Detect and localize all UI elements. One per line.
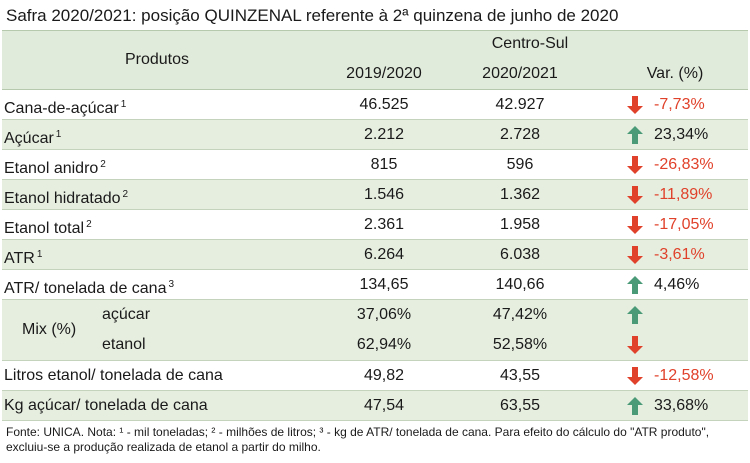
- arrow-down-icon: [627, 156, 643, 174]
- footnote-marker: 1: [120, 99, 127, 110]
- variation-value: -26,83%: [654, 156, 714, 173]
- header-variation: Var. (%): [646, 65, 704, 82]
- variation-value: -3,61%: [654, 246, 705, 263]
- footnote-marker: 3: [168, 279, 175, 290]
- arrow-up-icon: [627, 276, 643, 294]
- safra-table: Produtos Centro-Sul 2019/2020 2020/2021 …: [2, 30, 748, 421]
- table-row: Kg açúcar/ tonelada de cana 47,54 63,55 33,…: [2, 391, 748, 421]
- value-2020-2021: 63,55: [499, 397, 541, 414]
- value-2020-2021: 1.362: [499, 186, 541, 203]
- table-row: Etanol hidratado 2 1.546 1.362 -11,89%: [2, 180, 748, 210]
- arrow-up-icon: [627, 306, 643, 324]
- value-2019-2020: 6.264: [363, 246, 405, 263]
- table-row: ATR 1 6.264 6.038 -3,61%: [2, 240, 748, 270]
- value-2020-2021: 42.927: [495, 96, 545, 113]
- table-header: Produtos Centro-Sul 2019/2020 2020/2021 …: [2, 30, 748, 90]
- value-2019-2020: 47,54: [363, 397, 405, 414]
- mix-label: Mix (%): [22, 321, 77, 338]
- value-2020-2021: 2.728: [499, 126, 541, 143]
- variation-value: 4,46%: [654, 276, 700, 293]
- product-label: Etanol hidratado 2: [4, 189, 129, 207]
- mix-acucar-label: açúcar: [102, 306, 151, 323]
- arrow-down-icon: [627, 336, 643, 354]
- value-2020-2021: 596: [506, 156, 534, 173]
- arrow-down-icon: [627, 186, 643, 204]
- header-produtos: Produtos: [124, 51, 190, 68]
- value-2020-2021: 140,66: [495, 276, 545, 293]
- table-title: Safra 2020/2021: posição QUINZENAL refer…: [6, 6, 619, 25]
- footnote-marker: 2: [86, 219, 92, 230]
- value-2019-2020: 1.546: [363, 186, 405, 203]
- product-label: Litros etanol/ tonelada de cana: [4, 367, 223, 384]
- footnote-marker: 2: [100, 159, 106, 170]
- variation-value: -7,73%: [654, 96, 705, 113]
- arrow-down-icon: [627, 246, 643, 264]
- arrow-down-icon: [627, 216, 643, 234]
- arrow-down-icon: [627, 96, 643, 114]
- mix-etanol-2019: 62,94%: [356, 336, 412, 353]
- rows-group-bottom: Litros etanol/ tonelada de cana 49,82 43,5…: [2, 361, 748, 421]
- footnote: Fonte: UNICA. Nota: ¹ - mil toneladas; ²…: [6, 425, 710, 454]
- mix-row: Mix (%) açúcar 37,06% 47,42% etanol 62,9…: [2, 300, 748, 361]
- variation-value: -11,89%: [654, 186, 713, 203]
- value-2019-2020: 815: [370, 156, 398, 173]
- value-2020-2021: 6.038: [499, 246, 541, 263]
- product-label: Etanol anidro 2: [4, 159, 106, 177]
- product-label: Açúcar 1: [4, 129, 62, 147]
- product-label: ATR/ tonelada de cana 3: [4, 279, 175, 297]
- variation-value: -12,58%: [654, 367, 714, 384]
- table-row: Açúcar 1 2.212 2.728 23,34%: [2, 120, 748, 150]
- product-label: Kg açúcar/ tonelada de cana: [4, 397, 208, 414]
- mix-etanol-2020: 52,58%: [492, 336, 548, 353]
- product-label: Cana-de-açúcar 1: [4, 99, 127, 117]
- variation-value: -17,05%: [654, 216, 714, 233]
- mix-etanol-label: etanol: [102, 336, 146, 353]
- value-2019-2020: 49,82: [363, 367, 405, 384]
- footnote-marker: 1: [36, 249, 43, 260]
- value-2019-2020: 2.212: [363, 126, 405, 143]
- rows-group-top: Cana-de-açúcar 1 46.525 42.927 -7,73% Açúcar 1…: [2, 90, 748, 300]
- arrow-up-icon: [627, 126, 643, 144]
- product-label: Etanol total 2: [4, 219, 92, 237]
- arrow-up-icon: [627, 397, 643, 415]
- variation-value: 33,68%: [654, 397, 709, 414]
- value-2020-2021: 1.958: [499, 216, 541, 233]
- arrow-down-icon: [627, 367, 643, 385]
- header-2020-2021: 2020/2021: [482, 65, 558, 82]
- table-row: Etanol total 2 2.361 1.958 -17,05%: [2, 210, 748, 240]
- table-row: ATR/ tonelada de cana 3 134,65 140,66 4,46%: [2, 270, 748, 300]
- header-centro-sul: Centro-Sul: [491, 35, 569, 52]
- value-2019-2020: 2.361: [363, 216, 405, 233]
- footnote-marker: 1: [55, 129, 62, 140]
- mix-acucar-2019: 37,06%: [356, 306, 412, 323]
- table-row: Cana-de-açúcar 1 46.525 42.927 -7,73%: [2, 90, 748, 120]
- footnote-marker: 2: [122, 189, 129, 200]
- table-row: Litros etanol/ tonelada de cana 49,82 43,5…: [2, 361, 748, 391]
- product-label: ATR 1: [4, 249, 43, 267]
- mix-acucar-2020: 47,42%: [492, 306, 548, 323]
- value-2019-2020: 134,65: [359, 276, 409, 293]
- variation-value: 23,34%: [654, 126, 709, 143]
- header-2019-2020: 2019/2020: [346, 65, 422, 82]
- value-2020-2021: 43,55: [499, 367, 541, 384]
- table-row: Etanol anidro 2 815 596 -26,83%: [2, 150, 748, 180]
- value-2019-2020: 46.525: [359, 96, 409, 113]
